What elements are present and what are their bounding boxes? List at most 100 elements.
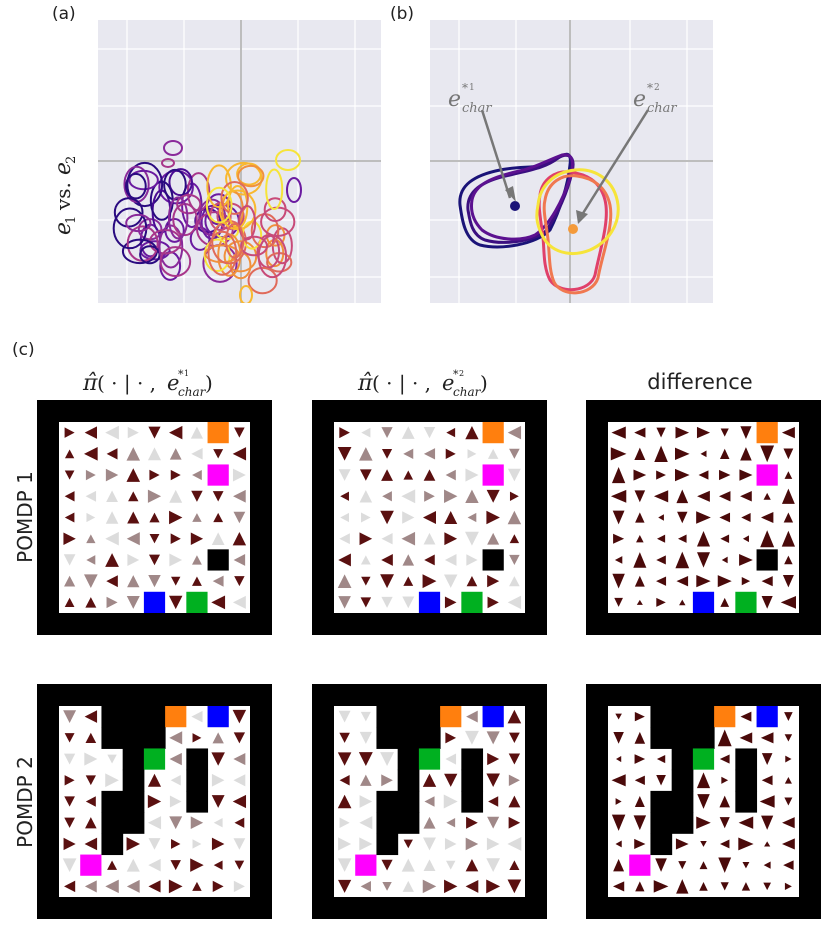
policy-arrow [718,491,731,502]
policy-arrow [507,836,522,851]
goal-green [418,748,441,770]
svg-text:1: 1 [469,83,475,93]
policy-arrow [465,468,479,482]
policy-arrow [721,556,728,564]
policy-arrow [444,511,458,524]
svg-text:char: char [178,385,207,399]
wall-cell [397,812,420,834]
scatter-ellipse [125,213,152,233]
goal-blue [482,706,504,728]
policy-arrow [338,553,351,567]
wall-cell [143,706,166,728]
policy-arrow [486,489,500,503]
policy-arrow [402,511,415,524]
obstacle-cell [756,549,778,571]
goal-blue [418,591,441,613]
policy-arrow [84,710,98,723]
wall-cell [122,769,145,792]
policy-arrow [233,774,246,787]
policy-arrow [126,879,140,893]
policy-arrow [337,794,352,809]
wall-cell [735,790,758,813]
scatter-ellipse [256,234,281,269]
policy-arrow [612,510,625,525]
policy-arrow [381,469,393,481]
policy-arrow [169,553,183,567]
scatter-ellipse [236,162,262,186]
policy-arrow [613,533,625,544]
policy-arrow [633,552,647,568]
policy-arrow [84,446,98,461]
wall-cell [650,706,673,728]
policy-arrow [677,511,688,524]
policy-arrow [401,489,416,504]
policy-arrow [171,576,181,586]
policy-arrow [444,879,458,894]
policy-arrow [381,774,393,787]
scatter-ellipse [176,194,202,215]
policy-arrow [105,773,119,788]
wall-cell [692,727,715,749]
policy-arrow [149,512,160,523]
scatter-ellipse [128,169,159,191]
policy-arrow [126,532,140,546]
policy-arrow [380,752,395,767]
policy-arrow [169,425,183,440]
policy-arrow [422,879,437,894]
policy-arrow [443,794,458,809]
policy-arrow [191,490,203,502]
policy-arrow [760,732,774,744]
policy-arrow [509,576,520,587]
wall-cell [418,727,441,749]
policy-arrow [106,448,118,460]
policy-arrow [486,837,500,851]
policy-arrow [445,860,456,870]
policy-arrow [211,773,225,787]
goal-orange [165,706,187,728]
policy-arrow [423,859,436,871]
policy-arrow [674,447,690,461]
policy-arrow [444,773,458,787]
wall-cell [650,812,673,834]
policy-arrow [763,882,772,891]
policy-arrow [233,511,246,524]
policy-arrow [359,816,373,830]
policy-arrow [211,795,225,808]
policy-arrow [424,796,435,807]
policy-arrow [761,596,773,609]
policy-arrow [359,795,373,808]
wall-cell [461,790,484,813]
wall-cell [143,727,166,749]
policy-arrow [508,774,520,786]
wall-cell [418,706,441,728]
policy-arrow [234,817,245,828]
policy-arrow [445,448,456,460]
policy-arrow [611,814,626,831]
goal-blue [756,706,778,728]
svg-text:2: 2 [459,369,464,378]
policy-arrow [717,575,732,588]
policy-arrow [507,709,522,724]
policy-arrow [487,532,500,545]
policy-arrow [148,575,161,588]
scatter-ellipse [247,266,278,295]
policy-arrow [191,448,203,460]
policy-arrow [634,575,645,587]
policy-arrow [212,491,224,502]
wall-cell [671,812,694,834]
goal-green [143,748,166,770]
policy-arrow [338,837,352,851]
policy-arrow [634,838,646,850]
policy-arrow [486,773,500,788]
policy-arrow [424,554,435,566]
policy-arrow [127,511,140,524]
policy-arrow [233,489,246,503]
policy-arrow [64,512,75,523]
contour-plot-b: e * 1 char e * 2 char [430,20,713,303]
policy-arrow [782,817,795,829]
policy-arrow [696,511,711,524]
scatter-ellipse [163,140,183,156]
policy-arrow [62,858,77,873]
goal-orange [440,706,462,728]
gridworld-pomdp-2-policy-1 [37,684,272,919]
